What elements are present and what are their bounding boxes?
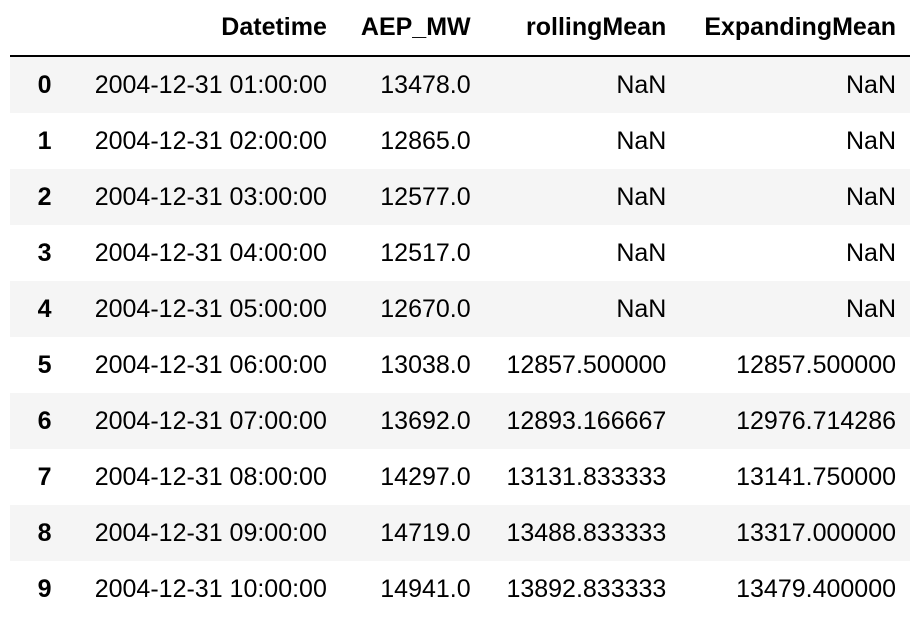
cell-rolling-mean: NaN — [616, 294, 667, 323]
cell-datetime: 2004-12-31 09:00:00 — [94, 518, 327, 547]
table-body: 0 2004-12-31 01:00:00 13478.0 NaN NaN 1 … — [10, 56, 910, 617]
row-index: 9 — [37, 574, 52, 603]
row-index: 4 — [37, 294, 52, 323]
cell-datetime: 2004-12-31 07:00:00 — [94, 406, 327, 435]
cell-aep-mw: 14297.0 — [380, 462, 471, 491]
table-row: 5 2004-12-31 06:00:00 13038.0 12857.5000… — [10, 337, 910, 393]
cell-rolling-mean: NaN — [616, 182, 667, 211]
header-expanding-mean: ExpandingMean — [680, 0, 910, 57]
header-row: Datetime AEP_MW rollingMean ExpandingMea… — [10, 0, 910, 57]
cell-expanding-mean: 13317.000000 — [736, 518, 896, 547]
row-index: 8 — [37, 518, 52, 547]
cell-expanding-mean: NaN — [845, 294, 896, 323]
cell-aep-mw: 12577.0 — [380, 182, 471, 211]
table-row: 7 2004-12-31 08:00:00 14297.0 13131.8333… — [10, 449, 910, 505]
table-row: 2 2004-12-31 03:00:00 12577.0 NaN NaN — [10, 169, 910, 225]
cell-rolling-mean: 12893.166667 — [506, 406, 667, 435]
cell-expanding-mean: 12857.500000 — [736, 350, 896, 379]
cell-datetime: 2004-12-31 06:00:00 — [94, 350, 327, 379]
table-row: 6 2004-12-31 07:00:00 13692.0 12893.1666… — [10, 393, 910, 449]
cell-datetime: 2004-12-31 01:00:00 — [94, 70, 327, 99]
cell-aep-mw: 14941.0 — [380, 574, 471, 603]
header-datetime: Datetime — [65, 0, 341, 57]
cell-aep-mw: 14719.0 — [380, 518, 471, 547]
cell-datetime: 2004-12-31 10:00:00 — [94, 574, 327, 603]
row-index: 1 — [37, 126, 52, 155]
cell-rolling-mean: 13488.833333 — [506, 518, 667, 547]
header-aep-mw: AEP_MW — [340, 0, 485, 57]
header-index — [10, 0, 66, 57]
cell-expanding-mean: NaN — [845, 238, 896, 267]
row-index: 3 — [37, 238, 52, 267]
cell-rolling-mean: 13131.833333 — [506, 462, 667, 491]
cell-datetime: 2004-12-31 04:00:00 — [94, 238, 327, 267]
cell-aep-mw: 12670.0 — [380, 294, 471, 323]
table-row: 1 2004-12-31 02:00:00 12865.0 NaN NaN — [10, 113, 910, 169]
cell-datetime: 2004-12-31 02:00:00 — [94, 126, 327, 155]
table-header: Datetime AEP_MW rollingMean ExpandingMea… — [10, 0, 910, 57]
cell-aep-mw: 12865.0 — [380, 126, 471, 155]
cell-expanding-mean: 13141.750000 — [736, 462, 896, 491]
cell-expanding-mean: NaN — [845, 126, 896, 155]
row-index: 2 — [37, 182, 52, 211]
row-index: 6 — [37, 406, 52, 435]
row-index: 7 — [37, 462, 52, 491]
cell-rolling-mean: 13892.833333 — [506, 574, 667, 603]
cell-expanding-mean: NaN — [845, 70, 896, 99]
cell-rolling-mean: NaN — [616, 70, 667, 99]
dataframe-table: Datetime AEP_MW rollingMean ExpandingMea… — [10, 0, 910, 617]
cell-expanding-mean: NaN — [845, 182, 896, 211]
cell-aep-mw: 12517.0 — [380, 238, 471, 267]
row-index: 5 — [37, 350, 52, 379]
row-index: 0 — [37, 70, 52, 99]
table-row: 3 2004-12-31 04:00:00 12517.0 NaN NaN — [10, 225, 910, 281]
table-row: 4 2004-12-31 05:00:00 12670.0 NaN NaN — [10, 281, 910, 337]
table-row: 0 2004-12-31 01:00:00 13478.0 NaN NaN — [10, 56, 910, 113]
cell-datetime: 2004-12-31 03:00:00 — [94, 182, 327, 211]
cell-rolling-mean: NaN — [616, 238, 667, 267]
cell-aep-mw: 13692.0 — [380, 406, 471, 435]
cell-expanding-mean: 13479.400000 — [736, 574, 896, 603]
table-row: 9 2004-12-31 10:00:00 14941.0 13892.8333… — [10, 561, 910, 617]
cell-datetime: 2004-12-31 08:00:00 — [94, 462, 327, 491]
cell-aep-mw: 13478.0 — [380, 70, 471, 99]
cell-rolling-mean: NaN — [616, 126, 667, 155]
cell-expanding-mean: 12976.714286 — [736, 406, 896, 435]
table-row: 8 2004-12-31 09:00:00 14719.0 13488.8333… — [10, 505, 910, 561]
cell-aep-mw: 13038.0 — [380, 350, 471, 379]
cell-datetime: 2004-12-31 05:00:00 — [94, 294, 327, 323]
cell-rolling-mean: 12857.500000 — [506, 350, 667, 379]
header-rolling-mean: rollingMean — [484, 0, 681, 57]
